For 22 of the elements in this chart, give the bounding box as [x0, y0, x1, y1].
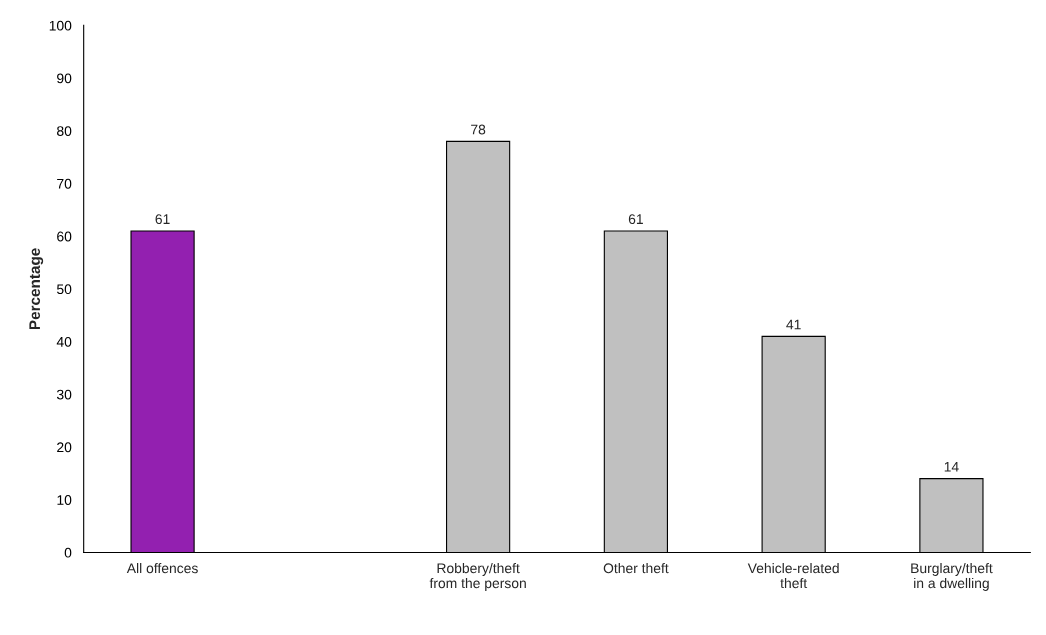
- y-tick-label: 100: [49, 20, 72, 31]
- y-tick-label: 20: [57, 442, 72, 453]
- x-tick-label: Robbery/theft from the person: [429, 562, 526, 591]
- y-axis-title: Percentage: [29, 248, 44, 330]
- x-tick-label: Burglary/theft in a dwelling: [911, 562, 993, 591]
- data-label: 14: [944, 462, 959, 472]
- y-tick-label: 60: [57, 231, 72, 242]
- y-tick-label: 10: [57, 495, 72, 505]
- y-tick-label: 30: [56, 389, 72, 400]
- y-tick-label: 80: [57, 126, 72, 136]
- y-tick-label: 50: [56, 284, 72, 295]
- y-tick-label: 90: [57, 73, 72, 84]
- x-tick-label: Vehicle-related theft: [747, 562, 839, 589]
- data-label: 78: [471, 124, 486, 135]
- y-tick-label: 0: [64, 547, 72, 558]
- data-label: 61: [155, 214, 170, 225]
- y-tick-label: 40: [56, 336, 72, 347]
- data-label: 41: [786, 319, 801, 330]
- y-tick-label: 70: [57, 178, 72, 189]
- x-tick-label: All offences: [126, 562, 198, 574]
- x-tick-label: Other theft: [603, 562, 669, 574]
- data-label: 61: [628, 214, 643, 225]
